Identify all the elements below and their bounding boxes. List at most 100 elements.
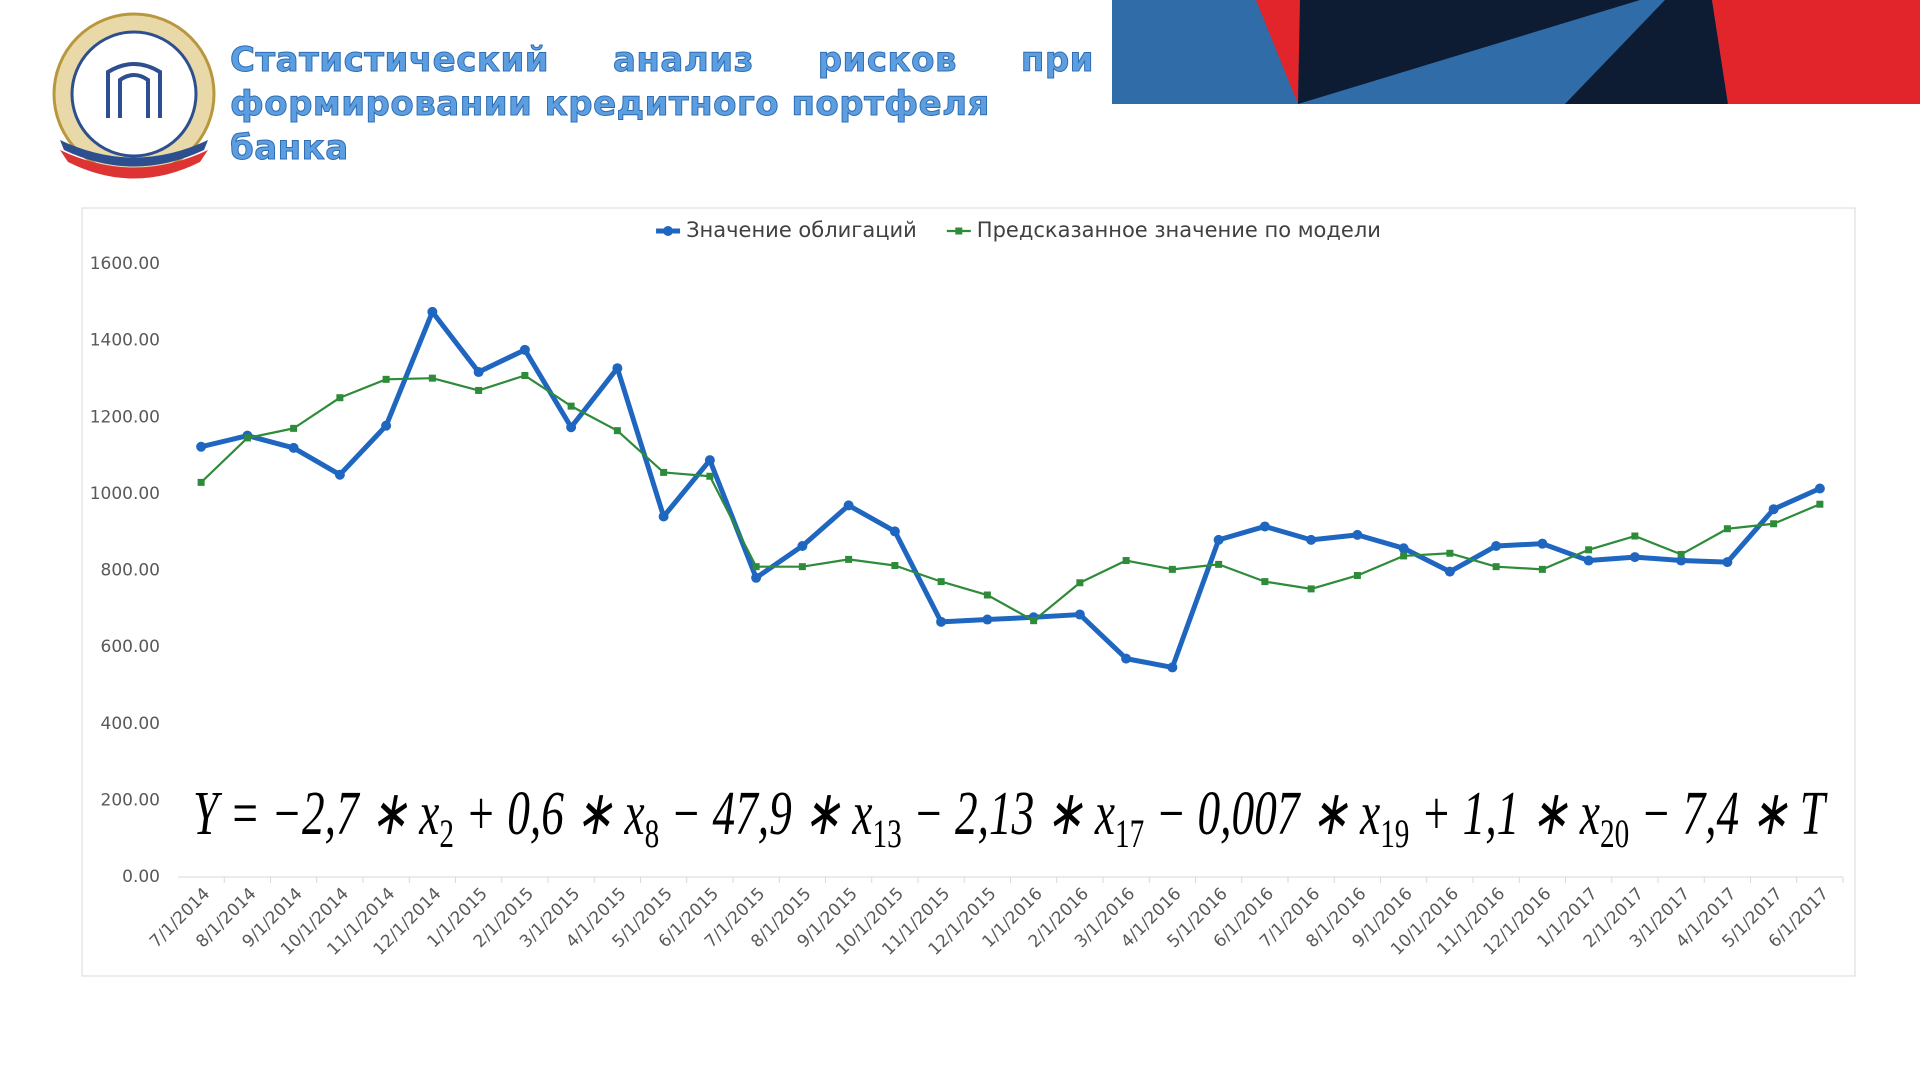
point bbox=[1030, 617, 1038, 625]
y-tick-label: 400.00 bbox=[101, 714, 160, 734]
point bbox=[891, 562, 899, 570]
point bbox=[475, 386, 483, 394]
point bbox=[334, 469, 345, 480]
point bbox=[1629, 552, 1640, 563]
point bbox=[1676, 555, 1687, 566]
banner-navy bbox=[1565, 0, 1728, 104]
point bbox=[1538, 565, 1546, 573]
point bbox=[751, 572, 762, 583]
point bbox=[428, 374, 436, 382]
point bbox=[473, 367, 484, 378]
y-tick-label: 1000.00 bbox=[90, 484, 160, 504]
point bbox=[1768, 504, 1779, 515]
point bbox=[381, 420, 392, 431]
point bbox=[243, 434, 251, 442]
formula: Y = −2,7 ∗ x2 + 0,6 ∗ x8 − 47,9 ∗ x13 − … bbox=[193, 780, 1828, 856]
point bbox=[1446, 549, 1454, 557]
point bbox=[1122, 557, 1130, 565]
point bbox=[704, 455, 715, 466]
point bbox=[843, 500, 854, 511]
formula-part: + 0,6 ∗ x bbox=[454, 780, 645, 848]
formula-subscript: 13 bbox=[873, 811, 902, 856]
title-line: Статистический анализ рисков при bbox=[230, 40, 1095, 81]
point bbox=[1353, 571, 1361, 579]
point bbox=[1816, 500, 1824, 508]
point bbox=[982, 614, 993, 625]
point bbox=[1259, 521, 1270, 532]
point bbox=[1400, 552, 1408, 560]
point bbox=[798, 563, 806, 571]
y-tick-label: 800.00 bbox=[101, 561, 160, 581]
point bbox=[1167, 662, 1178, 673]
chart-frame bbox=[81, 207, 1856, 977]
point bbox=[566, 422, 577, 433]
point bbox=[1168, 565, 1176, 573]
point bbox=[937, 578, 945, 586]
point bbox=[1306, 534, 1317, 545]
series-line bbox=[200, 309, 1821, 670]
point bbox=[1121, 653, 1132, 664]
point bbox=[1261, 578, 1269, 586]
point bbox=[706, 472, 714, 480]
point bbox=[290, 424, 298, 432]
point bbox=[612, 363, 623, 374]
point bbox=[1814, 483, 1825, 494]
point bbox=[197, 478, 205, 486]
logo-ribbon bbox=[60, 150, 208, 179]
legend-marker bbox=[955, 227, 963, 235]
logo-ring bbox=[70, 30, 198, 158]
point bbox=[1352, 529, 1363, 540]
point bbox=[1770, 520, 1778, 528]
point bbox=[427, 306, 438, 317]
point bbox=[1444, 566, 1455, 577]
point bbox=[1723, 525, 1731, 533]
point bbox=[1074, 609, 1085, 620]
point bbox=[752, 563, 760, 571]
point bbox=[845, 555, 853, 563]
formula-subscript: 19 bbox=[1380, 811, 1409, 856]
logo bbox=[52, 12, 216, 179]
point bbox=[1583, 555, 1594, 566]
y-tick-label: 1200.00 bbox=[90, 407, 160, 427]
title-line: формировании кредитного портфеля банка bbox=[230, 84, 990, 169]
banner-red bbox=[1712, 0, 1920, 104]
point bbox=[1677, 550, 1685, 558]
formula-part: − 0,007 ∗ x bbox=[1144, 780, 1380, 848]
slide-title: Статистический анализ рисков при формиро… bbox=[230, 38, 1095, 170]
legend-label: Предсказанное значение по модели bbox=[977, 218, 1381, 242]
y-tick-label: 200.00 bbox=[101, 790, 160, 810]
banner-navy bbox=[1298, 0, 1640, 104]
formula-subscript: 8 bbox=[645, 811, 660, 856]
formula-subscript: 17 bbox=[1115, 811, 1144, 856]
formula-part: − 7,4 ∗ T bbox=[1629, 780, 1828, 848]
point bbox=[983, 591, 991, 599]
y-tick-label: 1600.00 bbox=[90, 254, 160, 274]
point bbox=[1585, 546, 1593, 554]
point bbox=[1398, 543, 1409, 554]
point bbox=[797, 540, 808, 551]
point bbox=[521, 371, 529, 379]
point bbox=[382, 375, 390, 383]
point bbox=[613, 427, 621, 435]
formula-subscript: 2 bbox=[439, 811, 454, 856]
formula-subscript: 20 bbox=[1600, 811, 1629, 856]
formula-part: + 1,1 ∗ x bbox=[1409, 780, 1600, 848]
point bbox=[1492, 563, 1500, 571]
point bbox=[336, 394, 344, 402]
header-banner bbox=[1112, 0, 1920, 104]
formula-part: − 47,9 ∗ x bbox=[659, 780, 873, 848]
point bbox=[660, 468, 668, 476]
point bbox=[519, 344, 530, 355]
point bbox=[1076, 579, 1084, 587]
point bbox=[1213, 534, 1224, 545]
point bbox=[658, 511, 669, 522]
point bbox=[567, 402, 575, 410]
logo-ribbon bbox=[60, 140, 208, 167]
point bbox=[1215, 560, 1223, 568]
point bbox=[889, 526, 900, 537]
logo-emblem bbox=[106, 62, 162, 118]
y-tick-label: 0.00 bbox=[122, 867, 160, 887]
series-line bbox=[200, 374, 1821, 622]
point bbox=[288, 442, 299, 453]
